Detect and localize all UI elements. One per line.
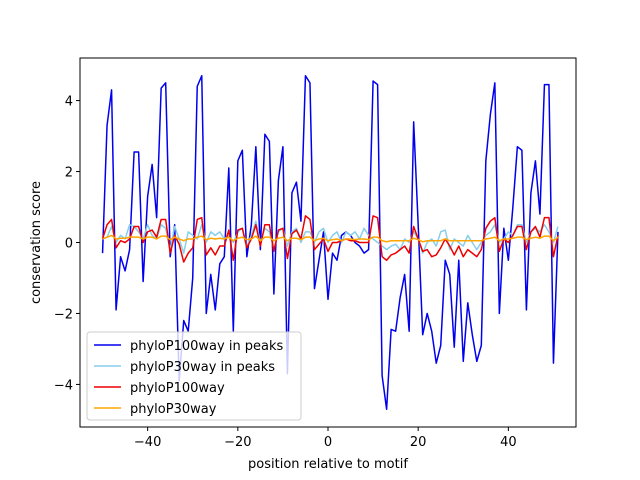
y-tick-label: 4 (65, 95, 73, 110)
legend-label: phyloP100way (130, 381, 225, 396)
y-tick-label: −2 (54, 307, 73, 322)
y-axis-label: conservation score (29, 181, 44, 304)
y-tick-label: −4 (54, 378, 73, 393)
x-tick-label: 0 (324, 435, 332, 450)
y-tick-label: 2 (65, 166, 73, 181)
y-tick-label: 0 (65, 237, 73, 252)
x-tick-label: 40 (500, 435, 517, 450)
legend: phyloP100way in peaks phyloP30way in peak… (87, 332, 301, 420)
x-tick-label: −20 (224, 435, 251, 450)
legend-label: phyloP100way in peaks (130, 339, 284, 354)
legend-label: phyloP30way (130, 402, 217, 417)
x-axis-label: position relative to motif (248, 457, 408, 472)
x-tick-label: 20 (410, 435, 427, 450)
x-tick-label: −40 (134, 435, 161, 450)
legend-label: phyloP30way in peaks (130, 360, 275, 375)
